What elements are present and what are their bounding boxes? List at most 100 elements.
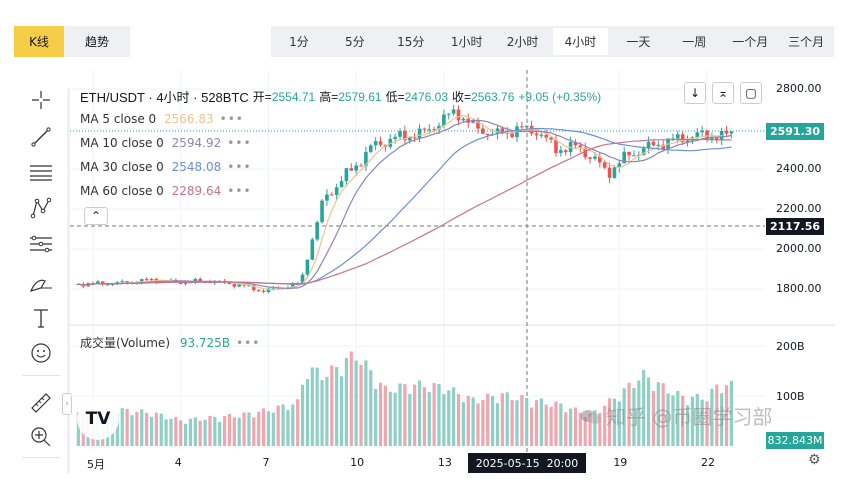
text-icon[interactable]	[22, 303, 60, 333]
candle	[120, 281, 125, 283]
volume-bar	[193, 417, 197, 446]
candle	[378, 141, 383, 145]
emoji-icon[interactable]	[22, 338, 60, 368]
ruler-icon[interactable]	[22, 388, 60, 418]
time-axis-label: 5月	[87, 458, 105, 471]
collapse-button[interactable]: ⌅	[712, 82, 734, 104]
brush-icon[interactable]	[22, 267, 60, 297]
volume-bar	[437, 383, 441, 446]
volume-bar	[413, 384, 417, 446]
volume-bar	[169, 418, 173, 446]
timeframe-9[interactable]: 三个月	[788, 35, 825, 49]
time-axis-label: 22	[701, 456, 716, 469]
candle	[549, 137, 553, 140]
candle	[364, 151, 368, 166]
volume-bar	[339, 376, 344, 446]
volume-bar	[656, 382, 660, 446]
candle	[554, 139, 558, 153]
collapse-toolbar-button[interactable]: ‹	[62, 393, 72, 415]
volume-bar	[661, 383, 665, 446]
timeframe-4[interactable]: 2小时	[506, 35, 539, 49]
fib-icon[interactable]	[22, 229, 60, 259]
volume-bar	[544, 404, 548, 446]
more-icon[interactable]: •••	[227, 136, 252, 150]
volume-bar	[305, 379, 310, 446]
volume-bar	[603, 405, 607, 446]
wechat-icon	[581, 410, 601, 424]
volume-bar	[432, 383, 436, 446]
volume-bar	[568, 408, 573, 446]
candle	[261, 290, 266, 292]
candle	[534, 133, 539, 136]
settings-icon[interactable]: ⚙	[808, 452, 821, 468]
candle	[588, 157, 592, 159]
volume-bar	[705, 401, 709, 446]
candle	[500, 128, 505, 134]
tab-kline[interactable]: K线	[14, 26, 64, 57]
maximize-button[interactable]: ▢	[740, 82, 762, 104]
tradingview-logo[interactable]: TV	[77, 398, 119, 440]
candle	[125, 281, 129, 284]
volume-bar	[476, 403, 480, 446]
horizontal-lines-icon[interactable]	[22, 157, 60, 187]
volume-bar	[325, 376, 329, 446]
volume-bar	[213, 416, 217, 446]
timeframe-6[interactable]: 一天	[626, 35, 651, 49]
more-icon[interactable]: •••	[227, 160, 252, 174]
volume-bar	[281, 404, 285, 446]
timeframe-3[interactable]: 1小时	[450, 35, 483, 49]
volume-bar	[232, 417, 236, 446]
candle	[427, 129, 432, 131]
timeframe-1[interactable]: 5分	[345, 35, 365, 49]
timeframe-5[interactable]: 4小时	[552, 28, 609, 55]
volume-last-tag: 832.843M	[766, 432, 824, 449]
time-axis-label: 7	[262, 456, 270, 469]
ma-value: 2289.64	[171, 184, 222, 198]
volume-bar	[486, 393, 490, 446]
timeframe-7[interactable]: 一周	[682, 35, 707, 49]
volume-bar	[617, 401, 621, 446]
tab-trend[interactable]: 趋势	[64, 26, 130, 57]
timeframe-8[interactable]: 一个月	[732, 35, 769, 49]
crosshair-icon[interactable]	[22, 85, 60, 115]
candle	[710, 138, 714, 140]
volume-bar	[222, 416, 227, 446]
last-price-tag: 2591.30	[766, 123, 824, 140]
volume-bar	[588, 413, 592, 446]
candle	[495, 128, 500, 134]
candle	[349, 168, 354, 171]
volume-bar	[549, 406, 553, 446]
volume-bar	[666, 393, 670, 446]
candle	[559, 150, 563, 153]
volume-bar	[534, 400, 539, 446]
timeframe-2[interactable]: 15分	[397, 35, 425, 49]
low-value: 2476.03	[404, 90, 449, 104]
hide-legend-button[interactable]: ⌃	[84, 207, 108, 225]
candle	[403, 131, 407, 141]
volume-bar	[690, 396, 695, 446]
arrow-down-button[interactable]: ↓	[684, 82, 706, 104]
candle	[617, 163, 622, 168]
candle	[481, 128, 485, 134]
candle	[563, 150, 568, 153]
close-value: 2563.76	[471, 90, 515, 104]
volume-bar	[710, 388, 714, 446]
volume-bar	[466, 395, 470, 446]
crosshair-price-tag: 2117.56	[766, 218, 824, 235]
volume-bar	[505, 392, 509, 446]
ma-legend-0: MA 5 close 0 2566.83 •••	[80, 112, 244, 126]
more-icon[interactable]: •••	[219, 112, 244, 126]
volume-bar	[183, 423, 188, 446]
price-axis-label: 2400.00	[776, 162, 822, 175]
trend-line-icon[interactable]	[22, 122, 60, 152]
more-icon[interactable]: •••	[227, 184, 252, 198]
volume-bar	[515, 400, 519, 446]
candle	[651, 141, 656, 146]
crosshair-time-tag: 2025-05-15 20:00	[468, 453, 586, 473]
timeframe-0[interactable]: 1分	[289, 35, 309, 49]
zoom-in-icon[interactable]	[22, 422, 60, 452]
candle	[456, 109, 461, 121]
pattern-icon[interactable]	[22, 193, 60, 223]
volume-bar	[252, 417, 256, 446]
